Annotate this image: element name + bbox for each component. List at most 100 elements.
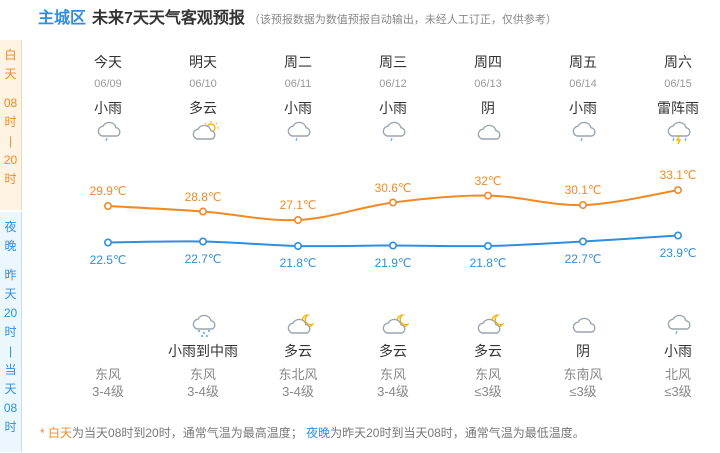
- city-name[interactable]: 主城区: [38, 10, 87, 27]
- day-condition: 小雨: [569, 100, 597, 116]
- side-char: 08: [3, 401, 18, 415]
- nighttime-label: 夜晚昨天 20 时 | 当天 08 时: [0, 212, 22, 452]
- side-char: |: [8, 134, 13, 148]
- disclaimer-note: （该预报数据为数值预报自动输出，未经人工订正，仅供参考）: [248, 14, 557, 26]
- footnote-day-text: 为当天08时到20时，通常气温为最高温度；: [72, 426, 303, 440]
- high-temp-label: 30.1℃: [564, 183, 602, 198]
- low-temp-label: 22.5℃: [89, 252, 127, 267]
- low-temp-point[interactable]: [104, 238, 113, 247]
- high-temp-point[interactable]: [388, 198, 397, 207]
- wind-level: 3-4级: [187, 384, 219, 399]
- side-char: 时: [4, 420, 17, 434]
- date-label: 06/11: [284, 78, 312, 90]
- overcast-icon: [571, 313, 599, 337]
- cloudy-day-icon: [191, 120, 219, 144]
- weekday-label: 今天: [94, 54, 122, 70]
- page-title: 未来7天天气客观预报: [92, 10, 245, 27]
- wind-direction: 东风: [379, 367, 406, 382]
- low-temp-point[interactable]: [483, 242, 492, 251]
- side-char: 20: [3, 153, 18, 167]
- side-char: 天: [4, 382, 17, 396]
- light-rain-icon: [96, 120, 124, 144]
- day-condition: 小雨: [284, 100, 312, 116]
- wind-level: ≤3级: [569, 384, 597, 399]
- wind-level: 3-4级: [377, 384, 409, 399]
- light-rain-icon: [286, 120, 314, 144]
- side-char: 夜: [4, 220, 17, 234]
- high-temp-label: 32℃: [474, 173, 502, 188]
- low-temp-label: 22.7℃: [184, 251, 222, 266]
- high-temp-label: 28.8℃: [184, 189, 222, 204]
- overcast-icon: [476, 120, 504, 144]
- low-temp-point[interactable]: [578, 237, 587, 246]
- weekday-label: 周二: [284, 54, 312, 70]
- wind-direction: 东南风: [563, 367, 603, 382]
- side-char: 20: [3, 306, 18, 320]
- high-temp-point[interactable]: [293, 216, 302, 225]
- night-condition: 多云: [474, 343, 502, 359]
- weekday-label: 周三: [379, 54, 407, 70]
- side-char: 昨: [4, 268, 17, 282]
- low-temp-label: 22.7℃: [564, 251, 602, 266]
- side-char: 时: [4, 172, 17, 186]
- side-char: 当: [4, 363, 17, 377]
- low-temp-point[interactable]: [199, 237, 208, 246]
- wind-level: 3-4级: [282, 384, 314, 399]
- footnote-day-term: 白天: [48, 426, 73, 440]
- wind-direction: 东风: [189, 367, 216, 382]
- night-condition: 小雨到中雨: [168, 343, 238, 359]
- low-temp-label: 21.9℃: [374, 255, 412, 270]
- wind-level: ≤3级: [664, 384, 692, 399]
- light-rain-icon: [666, 313, 694, 337]
- daytime-label: 白天 08 时 | 20 时: [0, 40, 22, 210]
- wind-direction: 东风: [474, 367, 501, 382]
- day-condition: 雷阵雨: [657, 100, 699, 116]
- high-temp-point[interactable]: [673, 186, 682, 195]
- footnote: * 白天为当天08时到20时，通常气温为最高温度； 夜晚为昨天20时到当天08时…: [40, 424, 585, 441]
- rain-icon: [191, 313, 219, 338]
- night-condition: 多云: [284, 343, 312, 359]
- weekday-label: 周四: [474, 54, 502, 70]
- side-char: 08: [3, 96, 18, 110]
- low-temp-point[interactable]: [673, 231, 682, 240]
- side-char: 时: [4, 325, 17, 339]
- night-condition: 小雨: [664, 343, 692, 359]
- footnote-night-text: 为昨天20时到当天08时，通常气温为最低温度。: [330, 426, 585, 440]
- cloudy-night-icon: [286, 313, 315, 337]
- side-char: 天: [4, 287, 17, 301]
- footnote-night-term: 夜晚: [306, 426, 331, 440]
- side-char: 时: [4, 115, 17, 129]
- date-label: 06/10: [189, 78, 217, 90]
- thunderstorm-icon: [666, 120, 694, 145]
- wind-direction: 北风: [664, 367, 691, 382]
- side-char: |: [8, 344, 13, 358]
- high-temp-point[interactable]: [199, 207, 208, 216]
- low-temp-label: 21.8℃: [469, 256, 507, 270]
- day-condition: 多云: [189, 100, 217, 116]
- wind-level: 3-4级: [92, 384, 124, 399]
- light-rain-icon: [571, 120, 599, 144]
- weekday-label: 明天: [189, 54, 217, 70]
- high-temp-point[interactable]: [104, 202, 113, 211]
- date-label: 06/09: [94, 78, 122, 90]
- weekday-label: 周五: [569, 54, 597, 70]
- high-temp-point[interactable]: [578, 201, 587, 210]
- wind-direction: 东风: [94, 367, 121, 382]
- high-temp-point[interactable]: [483, 191, 492, 200]
- night-condition: 多云: [379, 343, 407, 359]
- low-temp-point[interactable]: [293, 242, 302, 251]
- low-temp-label: 21.8℃: [279, 256, 317, 270]
- date-label: 06/15: [664, 78, 692, 90]
- forecast-header: 主城区 未来7天天气客观预报 （该预报数据为数值预报自动输出，未经人工订正，仅供参考…: [38, 4, 557, 27]
- night-condition: 阴: [576, 343, 590, 359]
- side-char: 白: [4, 48, 17, 62]
- high-temp-label: 30.6℃: [374, 180, 412, 195]
- date-label: 06/13: [474, 78, 502, 90]
- low-temp-point[interactable]: [388, 241, 397, 250]
- low-temp-label: 23.9℃: [659, 245, 697, 260]
- wind-level: ≤3级: [474, 384, 502, 399]
- wind-direction: 东北风: [278, 367, 318, 382]
- high-temp-label: 33.1℃: [659, 168, 697, 183]
- side-char: 天: [4, 67, 17, 81]
